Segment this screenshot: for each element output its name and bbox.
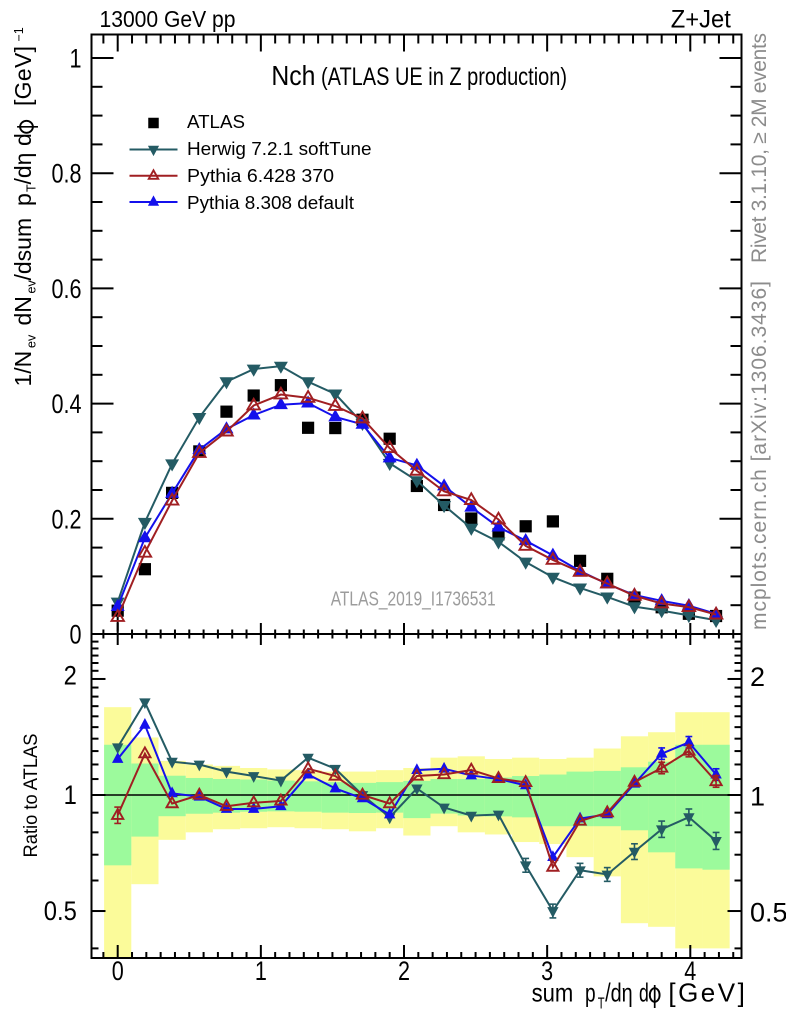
svg-text:0.5: 0.5 [750,898,786,928]
svg-text:3: 3 [541,957,553,987]
svg-text:2: 2 [750,662,765,692]
svg-text:p: p [585,978,596,1008]
svg-text:mcplots.cern.ch [arXiv:1306.34: mcplots.cern.ch [arXiv:1306.3436] [748,281,771,630]
svg-text:0: 0 [69,620,81,650]
svg-text:dN: dN [10,296,36,325]
svg-text:2: 2 [398,957,410,987]
svg-text:/dη: /dη [605,978,633,1008]
svg-text:0: 0 [112,957,124,987]
svg-text:p: p [10,193,36,206]
svg-text:[GeV]: [GeV] [668,978,744,1008]
svg-text:1: 1 [750,782,765,812]
svg-text:Pythia 8.308 default: Pythia 8.308 default [187,192,355,213]
svg-text:ev: ev [24,334,38,348]
svg-text:Herwig 7.2.1 softTune: Herwig 7.2.1 softTune [187,138,372,159]
svg-text:Pythia 6.428 370: Pythia 6.428 370 [187,165,334,186]
svg-text:d: d [639,978,649,1008]
svg-text:1: 1 [255,957,267,987]
svg-text:sum: sum [532,978,574,1008]
svg-text:Ratio to ATLAS: Ratio to ATLAS [20,734,42,858]
svg-text:d: d [10,133,36,146]
svg-text:/dsum: /dsum [10,218,36,281]
svg-text:−1: −1 [12,27,26,41]
svg-text:13000 GeV pp: 13000 GeV pp [100,6,236,32]
svg-text:0.5: 0.5 [44,897,77,927]
svg-text:0.8: 0.8 [51,160,81,190]
svg-text:4: 4 [684,957,696,987]
svg-text:(ATLAS UE in Z production): (ATLAS UE in Z production) [321,63,567,91]
svg-text:[GeV]: [GeV] [10,46,36,106]
svg-text:Nch: Nch [271,60,315,91]
svg-text:/dη: /dη [10,153,36,185]
svg-text:Rivet 3.1.10, ≥ 2M events: Rivet 3.1.10, ≥ 2M events [748,33,771,263]
svg-text:ATLAS: ATLAS [187,111,245,132]
svg-text:ATLAS_2019_I1736531: ATLAS_2019_I1736531 [331,587,496,610]
svg-text:0.2: 0.2 [51,505,81,535]
svg-text:1: 1 [69,44,81,74]
svg-text:T: T [598,996,605,1013]
svg-text:0.4: 0.4 [51,390,81,420]
svg-text:1: 1 [64,781,77,811]
svg-text:2: 2 [64,661,77,691]
svg-text:T: T [24,184,38,192]
svg-text:ev: ev [24,280,38,294]
svg-text:0.6: 0.6 [51,275,81,305]
svg-text:Z+Jet: Z+Jet [671,6,731,34]
svg-text:1/N: 1/N [10,351,36,387]
